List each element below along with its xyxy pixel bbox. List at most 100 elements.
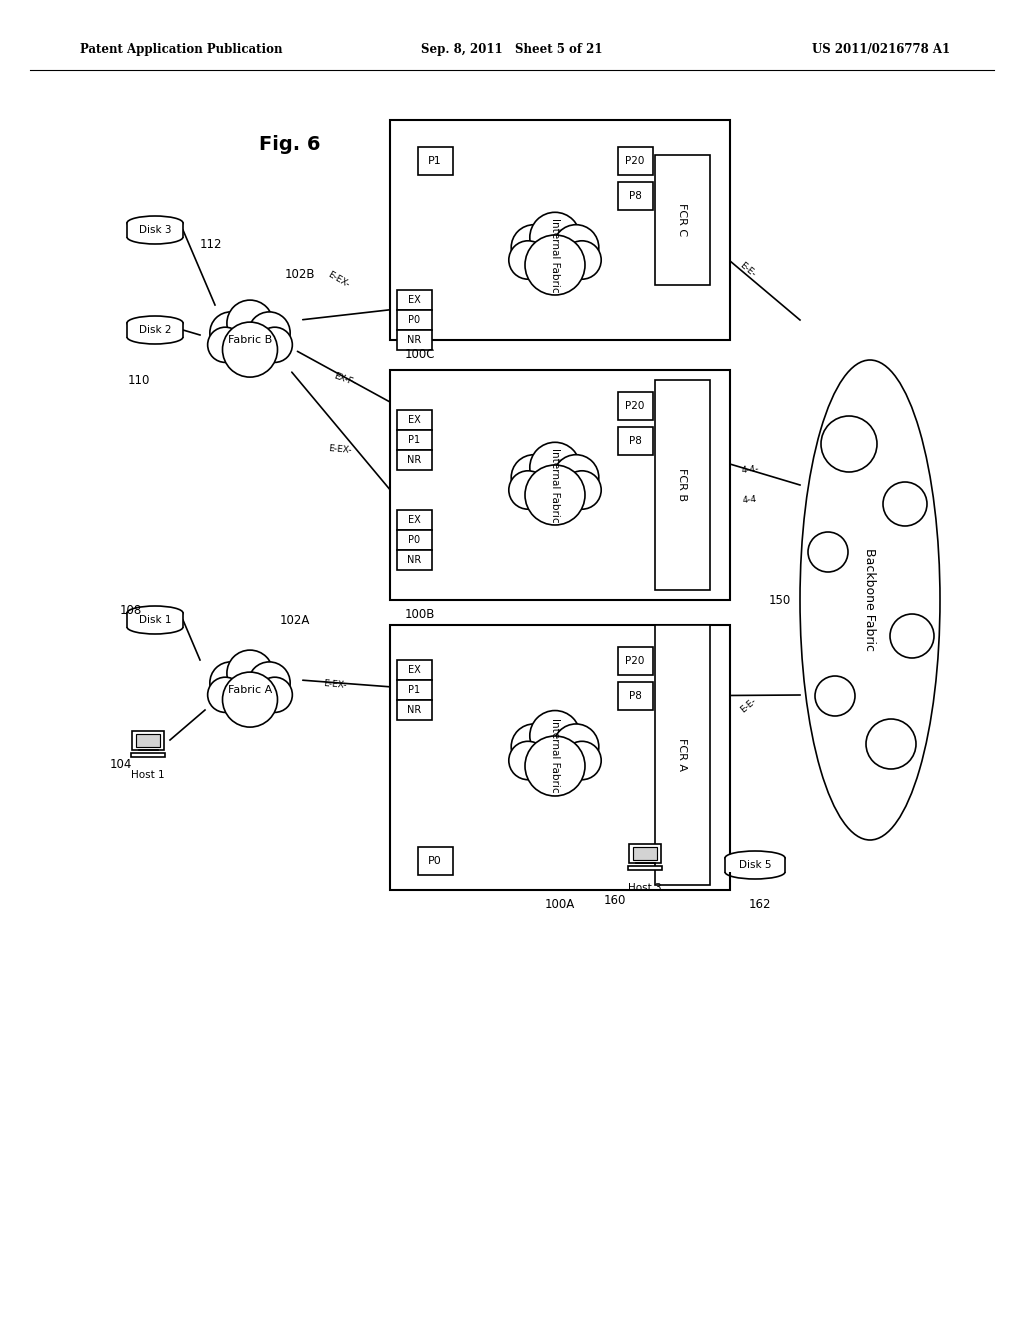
Bar [127,612,183,627]
FancyBboxPatch shape [397,550,432,570]
Text: Fig. 6: Fig. 6 [259,136,321,154]
FancyBboxPatch shape [390,370,730,601]
FancyBboxPatch shape [655,624,710,884]
Text: E-E-: E-E- [738,696,758,714]
FancyBboxPatch shape [397,510,432,531]
FancyBboxPatch shape [618,647,653,675]
Text: US 2011/0216778 A1: US 2011/0216778 A1 [812,44,950,57]
Circle shape [525,465,585,525]
Text: 160: 160 [604,894,627,907]
Circle shape [563,471,601,510]
Text: NR: NR [407,705,421,715]
Circle shape [511,224,557,271]
FancyBboxPatch shape [633,847,657,859]
Circle shape [257,677,292,713]
Text: P8: P8 [629,191,641,201]
Text: 150: 150 [769,594,792,606]
Circle shape [227,300,273,346]
Text: 100B: 100B [404,609,435,622]
Text: E-EX-: E-EX- [328,445,352,455]
FancyBboxPatch shape [132,731,164,750]
FancyBboxPatch shape [131,752,165,756]
Circle shape [553,224,599,271]
FancyBboxPatch shape [618,182,653,210]
FancyBboxPatch shape [136,734,160,747]
Text: EX: EX [408,665,421,675]
Circle shape [257,327,292,363]
Text: Disk 5: Disk 5 [738,861,771,870]
Text: 102A: 102A [280,614,310,627]
Ellipse shape [127,216,183,230]
Circle shape [883,482,927,525]
Ellipse shape [127,315,183,330]
Text: 162: 162 [749,899,771,912]
Text: Fabric A: Fabric A [228,685,272,696]
FancyBboxPatch shape [618,392,653,420]
Text: P0: P0 [428,855,442,866]
Circle shape [227,649,273,697]
Text: NR: NR [407,335,421,345]
Text: Internal Fabric: Internal Fabric [550,718,560,792]
Text: Patent Application Publication: Patent Application Publication [80,44,283,57]
Text: EX-F-: EX-F- [333,372,357,388]
Text: FCR C: FCR C [677,203,687,236]
Circle shape [808,532,848,572]
FancyBboxPatch shape [397,290,432,310]
Circle shape [890,614,934,657]
Circle shape [509,471,547,510]
Text: E-EX-: E-EX- [326,271,351,290]
Circle shape [563,240,601,280]
FancyBboxPatch shape [390,120,730,341]
Text: P1: P1 [428,156,442,166]
Circle shape [529,442,581,492]
FancyBboxPatch shape [397,660,432,680]
Text: E-E-: E-E- [738,261,758,279]
FancyBboxPatch shape [618,426,653,455]
Text: Host 1: Host 1 [131,770,165,780]
Text: E-EX-: E-EX- [323,680,347,690]
FancyBboxPatch shape [629,845,662,863]
Text: EX: EX [408,515,421,525]
FancyBboxPatch shape [397,430,432,450]
Circle shape [222,672,278,727]
FancyBboxPatch shape [390,624,730,890]
Circle shape [249,661,290,704]
Text: Host 3: Host 3 [628,883,662,894]
Text: 104: 104 [110,759,132,771]
Circle shape [208,677,243,713]
FancyBboxPatch shape [418,147,453,176]
Circle shape [509,240,547,280]
Text: EX: EX [408,294,421,305]
FancyBboxPatch shape [397,680,432,700]
Text: Sep. 8, 2011   Sheet 5 of 21: Sep. 8, 2011 Sheet 5 of 21 [421,44,603,57]
Circle shape [815,676,855,715]
Circle shape [208,327,243,363]
FancyBboxPatch shape [397,700,432,719]
Text: 102B: 102B [285,268,315,281]
Text: Internal Fabric: Internal Fabric [550,447,560,523]
FancyBboxPatch shape [418,847,453,875]
FancyBboxPatch shape [397,411,432,430]
FancyBboxPatch shape [628,866,663,870]
Text: EX: EX [408,414,421,425]
Circle shape [511,723,557,770]
Text: Disk 3: Disk 3 [138,224,171,235]
FancyBboxPatch shape [397,450,432,470]
Text: P8: P8 [629,436,641,446]
FancyBboxPatch shape [655,154,710,285]
Text: 100C: 100C [404,348,435,362]
Circle shape [222,322,278,378]
Text: 100A: 100A [545,899,575,912]
Text: P0: P0 [408,315,420,325]
Text: P20: P20 [626,156,645,166]
Circle shape [210,312,252,354]
Text: 112: 112 [200,239,222,252]
Text: NR: NR [407,455,421,465]
Circle shape [525,737,585,796]
Text: 110: 110 [128,374,151,387]
Circle shape [529,213,581,263]
Circle shape [563,742,601,780]
FancyBboxPatch shape [618,682,653,710]
FancyBboxPatch shape [397,310,432,330]
Text: P8: P8 [629,690,641,701]
